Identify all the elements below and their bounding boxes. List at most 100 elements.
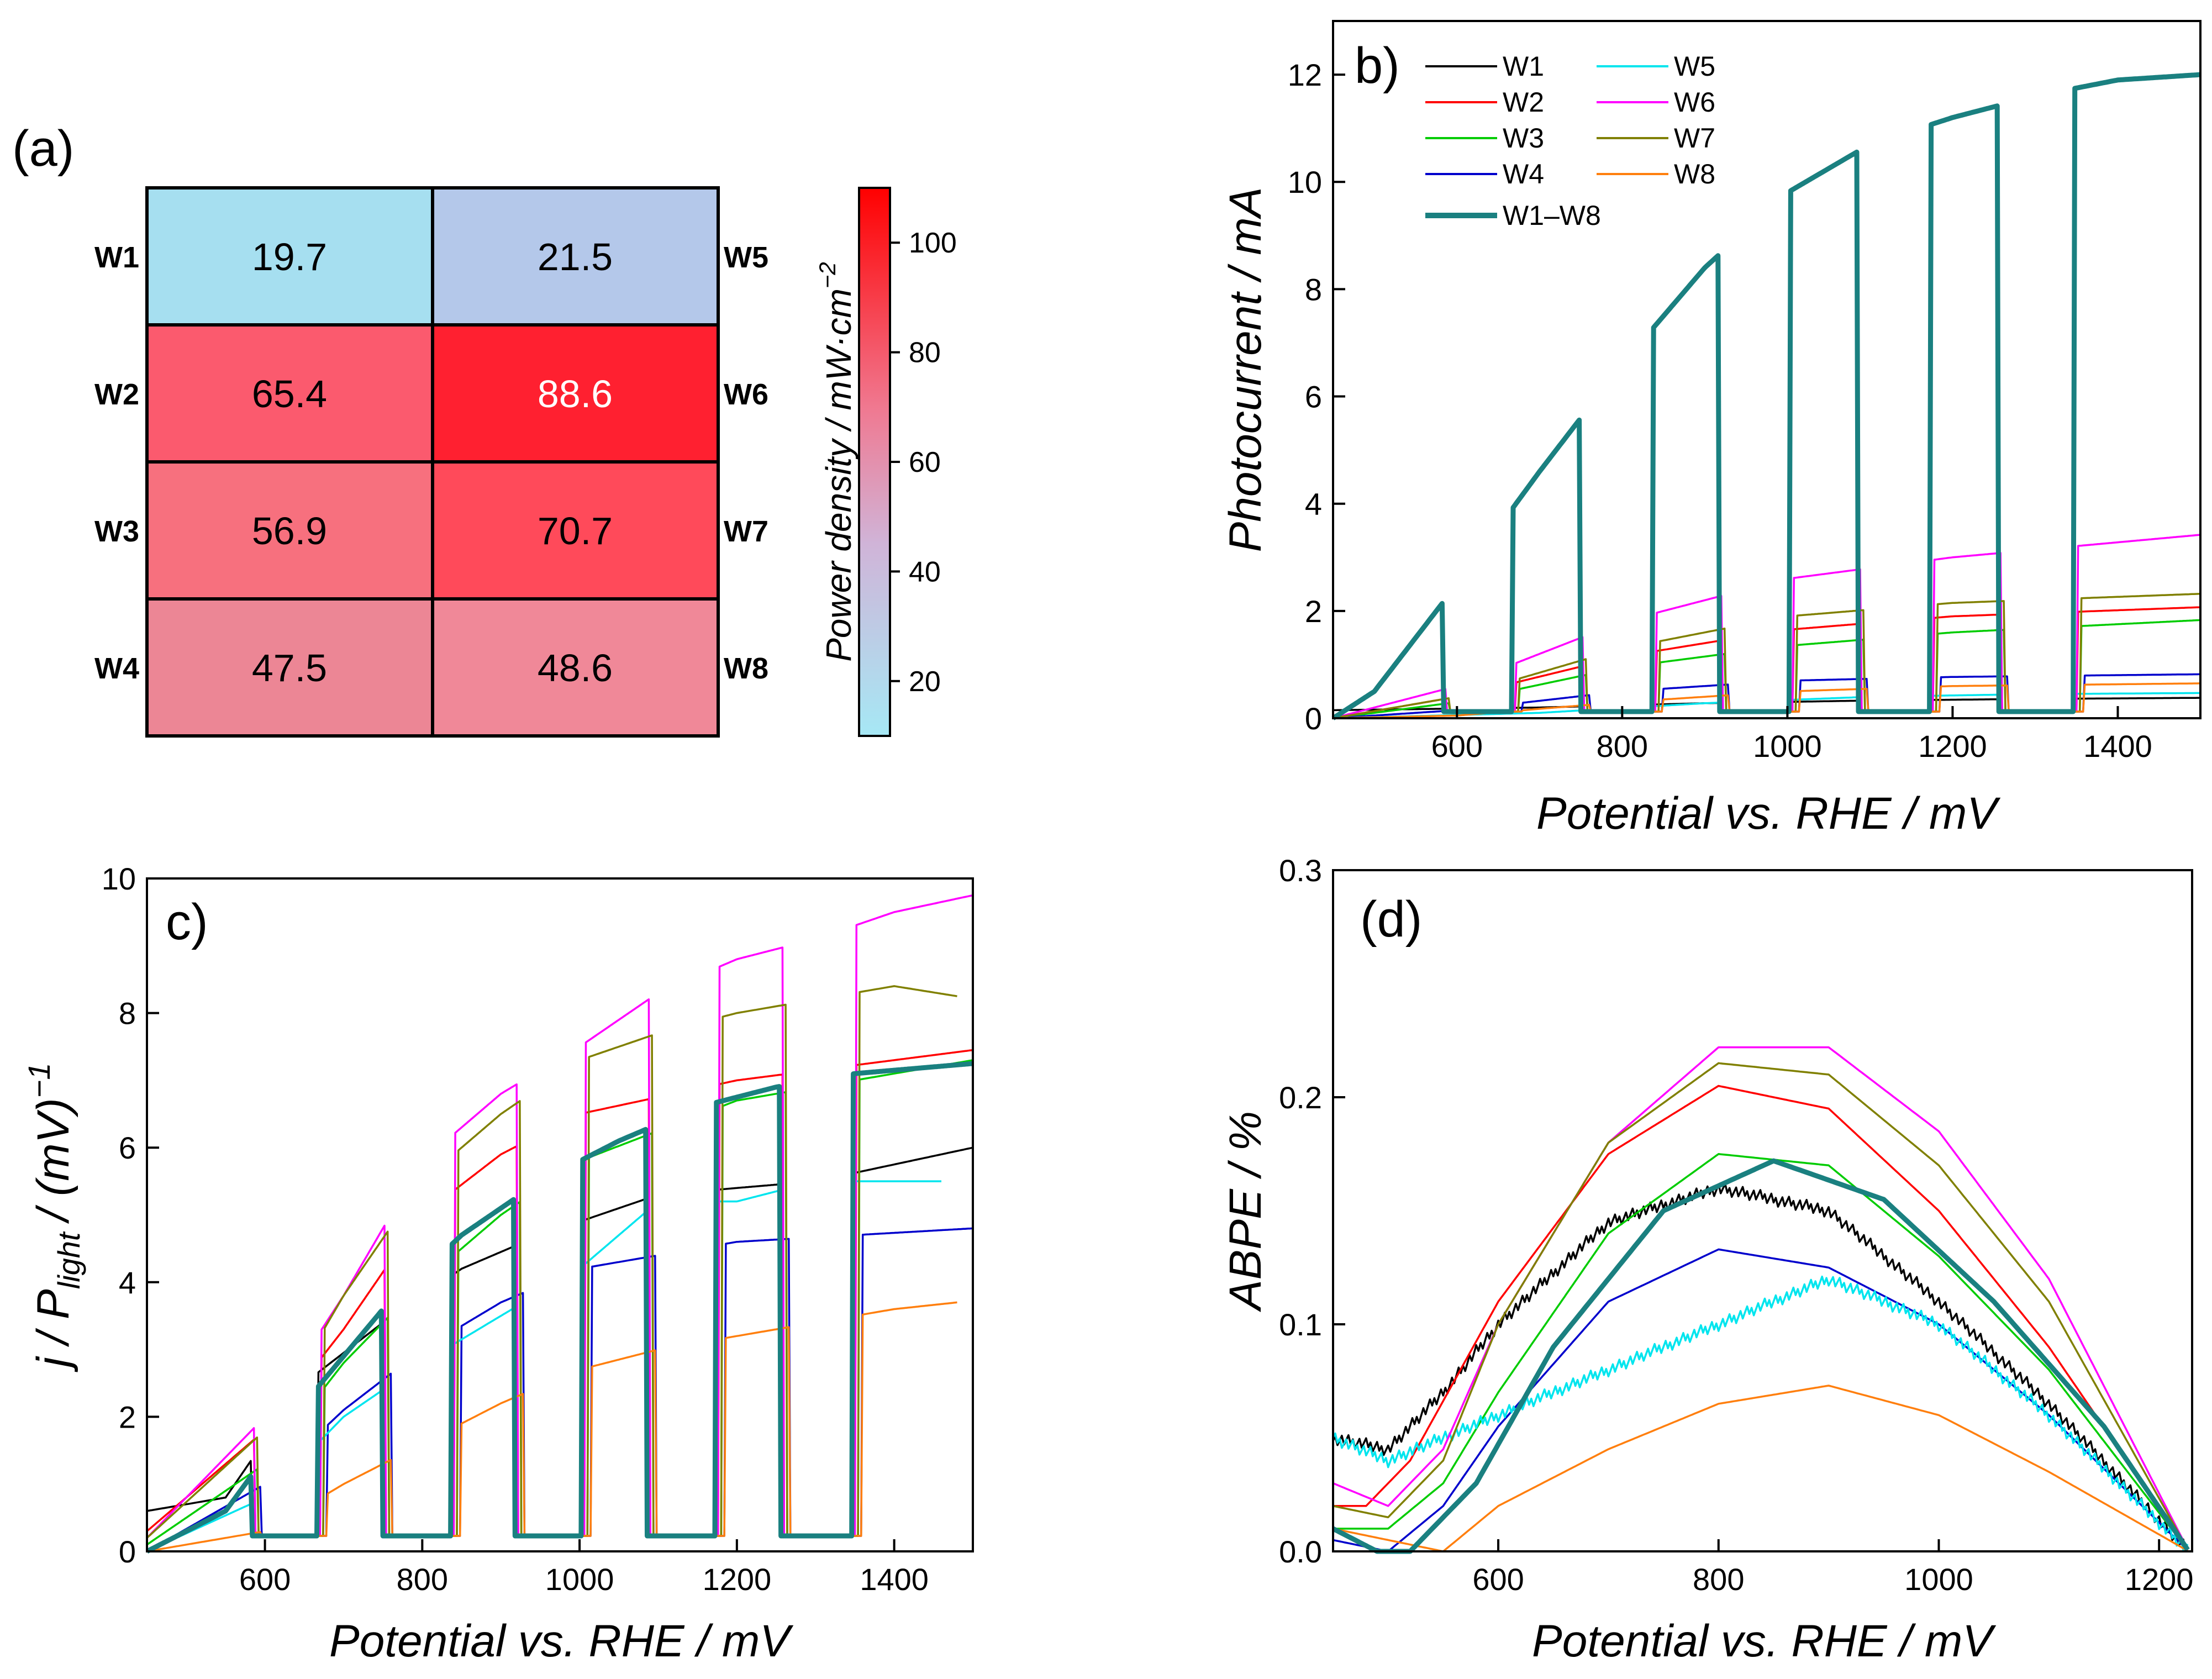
legend-label: W7 (1674, 123, 1715, 154)
heatmap-cell-w4 (147, 599, 433, 736)
series-line-w8 (1333, 1385, 2188, 1552)
x-tick-label: 1000 (1904, 1562, 1973, 1597)
plot-d-xlabel: Potential vs. RHE / mV (1532, 1616, 1997, 1666)
series-line-w2 (146, 1049, 973, 1537)
legend-label: W1 (1503, 51, 1544, 82)
panel-b-label: b) (1355, 38, 1400, 94)
series-line-w1-w8 (145, 1061, 974, 1554)
plot-c-ylabel: j / Plight / (mV)−1 (22, 1062, 86, 1372)
legend-label: W6 (1674, 87, 1715, 118)
series-line-w6 (1333, 534, 2201, 719)
panel-c-label: c) (166, 894, 208, 950)
y-tick-label: 10 (1288, 165, 1322, 199)
x-tick-label: 1200 (1918, 729, 1987, 764)
y-tick-label: 4 (119, 1265, 136, 1300)
plot-c-frame (146, 877, 974, 1552)
row-label-right: W8 (724, 652, 768, 685)
series-line-w6 (146, 894, 973, 1539)
heatmap-cell-w3 (147, 462, 433, 599)
heatmap-value: 47.5 (252, 646, 327, 690)
panel-c: 600 800 1000 1200 1400 0 2 4 6 8 10 c) Potential v… (22, 861, 974, 1666)
x-tick-label: 1400 (860, 1562, 929, 1597)
y-tick-label: 0 (1305, 701, 1322, 736)
series-line-w2 (1333, 1085, 2189, 1551)
series-line-w6 (1333, 1046, 2189, 1550)
y-tick-label: 8 (119, 996, 136, 1031)
series-line-w7 (146, 985, 957, 1539)
row-label-right: W6 (724, 378, 768, 411)
series-line-w1 (1332, 1183, 2189, 1551)
row-label-left: W3 (94, 515, 139, 548)
heatmap-values: 19.7 21.5 65.4 88.6 56.9 70.7 47.5 48.6 (252, 235, 613, 690)
y-tick-label: 10 (102, 861, 136, 896)
panel-b: 600 800 1000 1200 1400 0 2 4 6 8 10 12 b) Potential… (1220, 20, 2202, 839)
panel-a-label: (a) (12, 120, 74, 177)
row-label-left: W2 (94, 378, 139, 411)
plot-b-xlabel: Potential vs. RHE / mV (1536, 788, 2001, 839)
plot-d-ylabel: ABPE / % (1220, 1111, 1271, 1313)
plot-d: 600 800 1000 1200 0.0 0.1 0.2 0.3 (1279, 853, 2193, 1597)
legend-label: W3 (1503, 123, 1544, 154)
colorbar (858, 187, 891, 737)
series-line-w1-w8 (1331, 72, 2202, 720)
y-tick-label: 0 (119, 1534, 136, 1569)
colorbar-title-exp: −2 (814, 262, 840, 288)
legend-label: W8 (1674, 159, 1715, 190)
colorbar-tick-label: 100 (909, 227, 957, 259)
x-tick-label: 800 (1693, 1562, 1744, 1597)
legend-label: W1–W8 (1503, 200, 1601, 231)
y-tick-label: 12 (1288, 57, 1322, 92)
legend-label: W4 (1503, 159, 1544, 190)
y-tick-label: 0.0 (1279, 1534, 1322, 1569)
ylabel-tail: / (mV) (28, 1098, 78, 1224)
series-line-w7 (1333, 593, 2201, 719)
colorbar-tick-label: 20 (909, 666, 941, 698)
plot-b-legend: W1 W2 W3 W4 W5 W6 W7 W8 W1–W8 (1425, 51, 1715, 231)
ylabel-main: j / P (28, 1289, 78, 1373)
series-line-w5 (1332, 1275, 2189, 1551)
x-tick-label: 1000 (1753, 729, 1822, 764)
colorbar-tick-label: 40 (909, 556, 941, 588)
x-tick-label: 1400 (2083, 729, 2152, 764)
plot-c-xlabel: Potential vs. RHE / mV (329, 1616, 794, 1666)
heatmap-cell-w7 (433, 462, 718, 599)
series-line-w2 (1333, 606, 2201, 719)
heatmap-value: 21.5 (538, 235, 613, 278)
x-tick-label: 800 (1597, 729, 1648, 764)
series-line-w4 (1333, 1248, 2189, 1552)
row-label-right: W5 (724, 241, 768, 274)
row-label-right: W7 (724, 515, 768, 548)
y-tick-label: 6 (119, 1130, 136, 1165)
heatmap-value: 56.9 (252, 509, 327, 552)
heatmap-value: 65.4 (252, 372, 327, 415)
heatmap-cell-w5 (433, 188, 718, 325)
series-line-w4 (146, 1227, 973, 1552)
panel-a: (a) 19.7 21.5 65.4 88.6 56.9 70.7 47.5 4… (12, 120, 957, 738)
x-tick-label: 600 (239, 1562, 291, 1597)
colorbar-ticks: 20 40 60 80 100 (890, 227, 957, 698)
heatmap-cell-w2 (147, 325, 433, 462)
x-tick-label: 800 (397, 1562, 448, 1597)
plot-b: 600 800 1000 1200 1400 0 2 4 6 8 10 12 (1288, 57, 2202, 764)
series-line-w7 (1333, 1062, 2189, 1550)
series-line-w1 (146, 1146, 973, 1537)
y-tick-label: 2 (119, 1399, 136, 1434)
y-tick-label: 2 (1305, 594, 1322, 629)
heatmap-cell-w6 (433, 325, 718, 462)
colorbar-tick-label: 60 (909, 446, 941, 478)
series-line-w3 (146, 1059, 973, 1546)
legend-label: W5 (1674, 51, 1715, 82)
heatmap-row-labels: W1 W2 W3 W4 W5 W6 W7 W8 (94, 241, 768, 685)
y-tick-label: 0.2 (1279, 1080, 1322, 1115)
row-label-left: W1 (94, 241, 139, 274)
ylabel-sub: light (51, 1231, 86, 1289)
heatmap-grid (145, 186, 720, 738)
x-tick-label: 600 (1431, 729, 1483, 764)
y-tick-label: 6 (1305, 380, 1322, 414)
y-tick-label: 4 (1305, 487, 1322, 522)
legend-label: W2 (1503, 87, 1544, 118)
heatmap-cell-w8 (433, 599, 718, 736)
series-line-w5 (146, 1180, 941, 1552)
x-tick-label: 1000 (545, 1562, 614, 1597)
y-tick-label: 0.3 (1279, 853, 1322, 888)
